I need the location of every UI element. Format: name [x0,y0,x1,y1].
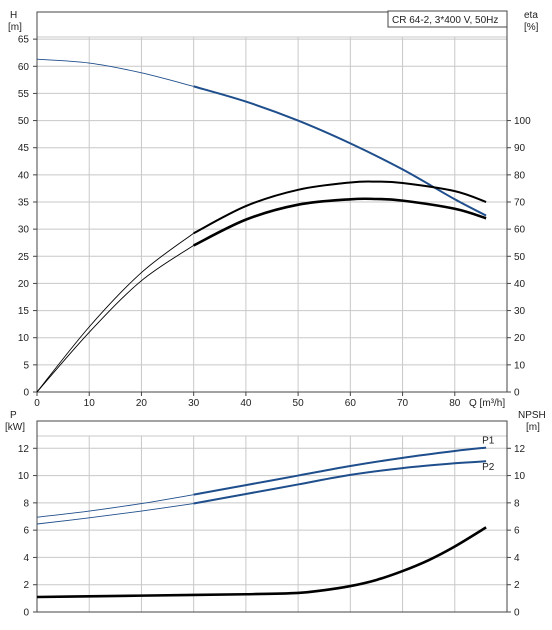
head-curve-bold-segment [193,85,487,217]
top-left-tick-label: 60 [18,62,30,73]
npsh-curve-line [36,526,487,599]
x-tick-label: 0 [34,398,40,409]
p2-curve-bold-segment [193,460,487,505]
bottom-left-axis-unit: [kW] [5,422,25,433]
eta-total-curve-bold-segment [193,197,487,247]
top-right-tick-label: 0 [514,388,520,399]
bottom-right-tick-label: 4 [514,553,520,564]
bottom-right-tick-label: 12 [514,444,526,455]
x-tick-label: 80 [449,398,461,409]
p1-curve-bold-segment [193,446,487,496]
bottom-left-tick-label: 12 [18,444,30,455]
top-right-tick-label: 100 [514,116,531,127]
top-right-tick-label: 30 [514,306,526,317]
top-left-tick-label: 55 [18,89,30,100]
top-left-tick-label: 0 [23,388,29,399]
series-label-p1: P1 [482,436,495,447]
bottom-right-tick-labels: 0 2 4 6 8 10 12 [507,444,526,619]
top-right-tick-label: 10 [514,360,526,371]
x-tick-label: 10 [84,398,96,409]
head-curve-thin-segment [36,58,194,87]
top-panel: H [m] eta [%] CR 64-2, 3*400 V, 50Hz 0 5 1… [8,10,539,409]
p1-curve-thin-segment [36,494,194,518]
bottom-left-tick-label: 8 [23,498,29,509]
bottom-left-tick-labels: 0 2 4 6 8 10 12 [18,444,37,619]
top-series [36,58,487,393]
top-right-tick-label: 60 [514,225,526,236]
bottom-left-tick-label: 4 [23,553,29,564]
bottom-left-tick-label: 0 [23,608,29,619]
bottom-right-tick-label: 10 [514,471,526,482]
top-right-tick-label: 40 [514,279,526,290]
top-left-tick-label: 65 [18,35,30,46]
bottom-left-tick-label: 10 [18,471,30,482]
top-left-axis-label: H [10,10,17,21]
bottom-grid [36,435,508,613]
bottom-series: P1 P2 [36,436,495,599]
top-left-tick-label: 10 [18,333,30,344]
x-axis-label: Q [m³/h] [469,398,505,409]
top-right-tick-label: 90 [514,143,526,154]
bottom-right-tick-label: 6 [514,526,520,537]
bottom-right-tick-label: 0 [514,608,520,619]
bottom-right-axis-unit: [m] [526,422,540,433]
chart-title-box [387,10,508,28]
eta-pump-curve-thin-segment [36,232,194,393]
eta-pump-curve-bold-segment [193,180,487,235]
bottom-left-tick-label: 6 [23,526,29,537]
top-left-tick-label: 5 [23,360,29,371]
top-left-tick-label: 50 [18,116,30,127]
top-left-tick-label: 40 [18,170,30,181]
p2-curve-thin-segment [36,503,194,525]
bottom-left-axis-label: P [10,410,17,421]
eta-total-curve-thin-segment [36,245,194,393]
top-x-tick-labels: 0 10 20 30 40 50 60 70 80 [34,392,461,409]
bottom-plot-frame [36,420,508,613]
bottom-right-tick-label: 8 [514,498,520,509]
top-grid [36,36,508,393]
x-tick-label: 20 [136,398,148,409]
top-right-tick-label: 80 [514,170,526,181]
bottom-right-tick-label: 2 [514,580,520,591]
x-tick-label: 50 [293,398,305,409]
top-left-tick-label: 45 [18,143,30,154]
bottom-left-tick-label: 2 [23,580,29,591]
top-left-tick-label: 35 [18,198,30,209]
chart-title: CR 64-2, 3*400 V, 50Hz [392,15,498,26]
x-tick-label: 60 [345,398,357,409]
bottom-panel: P [kW] NPSH [m] 0 2 4 6 8 10 12 0 2 4 6 8 10 12 P1 P2 [5,410,546,619]
bottom-right-axis-label: NPSH [518,410,546,421]
top-right-axis-unit: [%] [524,22,539,33]
top-left-axis-unit: [m] [8,22,22,33]
x-tick-label: 40 [240,398,252,409]
top-left-tick-label: 30 [18,225,30,236]
top-left-tick-labels: 0 5 10 15 20 25 30 35 40 45 50 55 60 65 [18,35,37,399]
top-left-tick-label: 20 [18,279,30,290]
top-right-tick-label: 20 [514,333,526,344]
x-tick-label: 30 [188,398,200,409]
top-right-tick-labels: 0 10 20 30 40 50 60 70 80 90 100 [507,116,531,399]
top-right-tick-label: 70 [514,198,526,209]
top-left-tick-label: 25 [18,252,30,263]
x-tick-label: 70 [397,398,409,409]
top-left-tick-label: 15 [18,306,30,317]
top-right-tick-label: 50 [514,252,526,263]
top-right-axis-label: eta [524,10,538,21]
series-label-p2: P2 [482,462,495,473]
